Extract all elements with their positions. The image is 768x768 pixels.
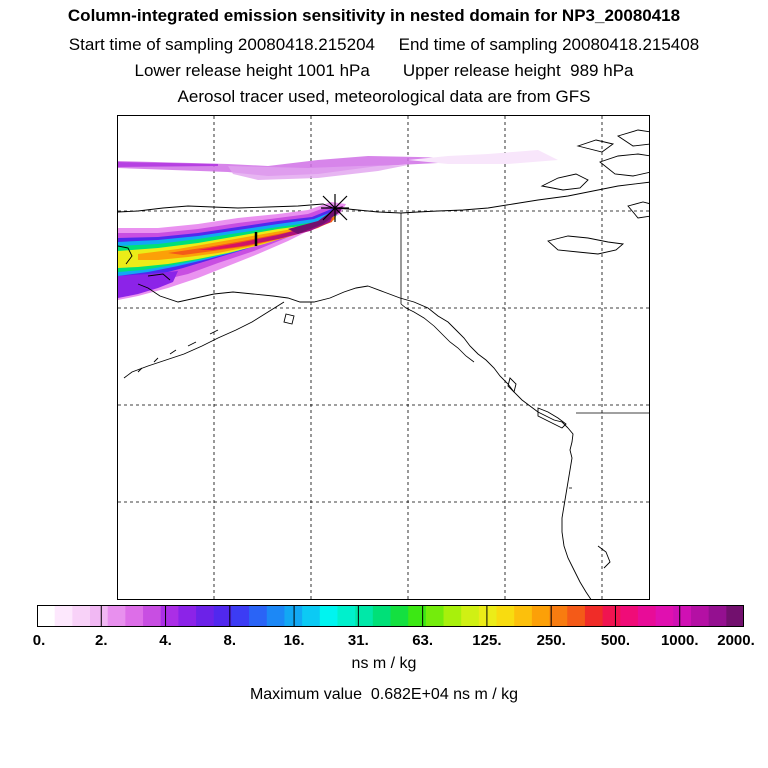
colorbar-cell xyxy=(37,605,56,627)
colorbar-tick-label: 63. xyxy=(412,632,434,649)
colorbar-cell xyxy=(408,605,427,627)
colorbar-cell xyxy=(372,605,391,627)
colorbar-cell xyxy=(178,605,197,627)
colorbar-tick-label: 500. xyxy=(600,632,631,649)
colorbar-cell xyxy=(196,605,215,627)
colorbar-cell xyxy=(461,605,480,627)
graticule xyxy=(118,116,649,599)
colorbar-dividers xyxy=(100,605,681,627)
colorbar-cell xyxy=(213,605,232,627)
maximum-value-label: Maximum value 0.682E+04 ns m / kg xyxy=(249,686,519,703)
colorbar-cell xyxy=(637,605,657,627)
map-svg xyxy=(118,116,649,599)
colorbar-tick-label: 0. xyxy=(32,632,46,649)
colorbar-cell xyxy=(531,605,551,627)
colorbar-cell xyxy=(319,605,338,627)
colorbar-cell xyxy=(107,605,126,627)
colorbar-cell xyxy=(620,605,639,627)
colorbar-cell xyxy=(726,605,745,627)
map-panel xyxy=(117,115,650,600)
colorbar-cells xyxy=(37,605,745,627)
emission-sensitivity-field xyxy=(118,150,558,300)
release-point-marker xyxy=(321,194,349,222)
colorbar-tick-label: 16. xyxy=(283,632,305,649)
colorbar-cell xyxy=(690,605,710,627)
colorbar-cell xyxy=(673,605,692,627)
colorbar-cell xyxy=(514,605,533,627)
colorbar-tick-label: 125. xyxy=(472,632,502,649)
colorbar-cell xyxy=(584,605,604,627)
colorbar-outline xyxy=(37,605,744,627)
colorbar-cell xyxy=(549,605,568,627)
colorbar-cell xyxy=(708,605,727,627)
colorbar-cell xyxy=(390,605,409,627)
colorbar-cell xyxy=(284,605,303,627)
colorbar-cell xyxy=(567,605,586,627)
colorbar-cell xyxy=(72,605,91,627)
colorbar-cell xyxy=(655,605,674,627)
colorbar-cell xyxy=(496,605,515,627)
colorbar-cell xyxy=(231,605,250,627)
coastlines xyxy=(118,129,649,599)
colorbar-svg xyxy=(37,605,745,627)
colorbar-cell xyxy=(355,605,374,627)
colorbar-tick-label: 4. xyxy=(159,632,172,649)
colorbar-cell xyxy=(249,605,268,627)
colorbar-tick-label: 2000. xyxy=(717,632,755,649)
colorbar-cell xyxy=(143,605,162,627)
colorbar-cell xyxy=(125,605,144,627)
colorbar-tick-label: 250. xyxy=(536,632,566,649)
map-title: Column-integrated emission sensitivity i… xyxy=(67,6,681,25)
colorbar-cell xyxy=(302,605,321,627)
colorbar-cell xyxy=(90,605,109,627)
borders xyxy=(400,213,649,489)
colorbar-cell xyxy=(443,605,462,627)
release-height-line: Lower release height 1001 hPa Upper rele… xyxy=(134,61,634,80)
colorbar-tick-label: 8. xyxy=(223,632,237,649)
colorbar-tick-label: 31. xyxy=(347,632,369,649)
colorbar-cell xyxy=(425,605,445,627)
colorbar-tick-label: 1000. xyxy=(660,632,699,649)
colorbar-cell xyxy=(337,605,356,627)
colorbar-cell xyxy=(54,605,73,627)
colorbar-cell xyxy=(160,605,179,627)
colorbar-cell xyxy=(602,605,621,627)
colorbar xyxy=(37,605,745,632)
colorbar-unit-label: ns m / kg xyxy=(351,655,417,672)
tracer-info-line: Aerosol tracer used, meteorological data… xyxy=(177,87,591,106)
colorbar-cell xyxy=(478,605,498,627)
colorbar-tick-label: 2. xyxy=(95,632,108,649)
colorbar-cell xyxy=(266,605,285,627)
sampling-time-line: Start time of sampling 20080418.215204 E… xyxy=(68,35,700,54)
